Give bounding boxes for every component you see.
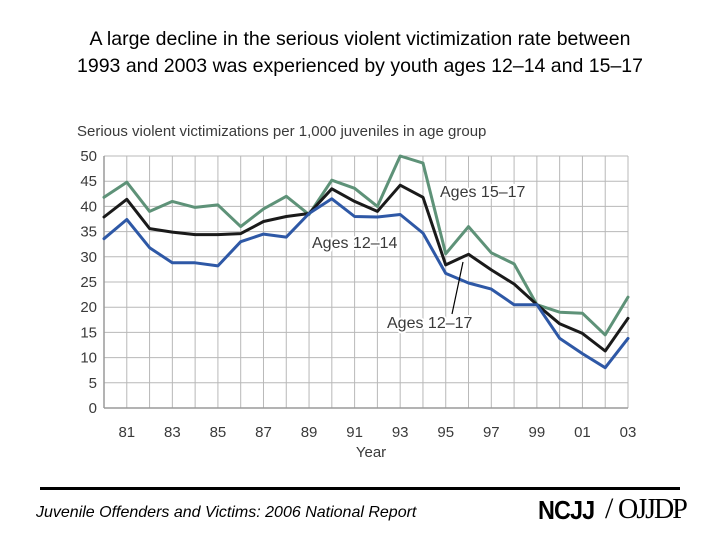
slide-title-line-2: 1993 and 2003 was experienced by youth a… (77, 55, 643, 77)
footer-divider (40, 487, 680, 490)
chart-series (102, 154, 630, 370)
x-tick-label: 97 (483, 424, 500, 441)
chart-title: Serious violent victimizations per 1,000… (77, 123, 486, 140)
y-tick-label: 0 (89, 400, 97, 417)
logo-separator: / (605, 492, 614, 525)
series-annotation-label: Ages 12–17 (387, 315, 473, 332)
y-tick-label: 25 (80, 274, 97, 291)
slide-title-line-1: A large decline in the serious violent v… (89, 28, 631, 50)
x-tick-label: 99 (529, 424, 546, 441)
y-tick-label: 20 (80, 299, 97, 316)
ncjj-logo: NCJJ (538, 495, 595, 525)
series-annotation-label: Ages 12–14 (312, 235, 398, 252)
x-tick-label: 83 (164, 424, 181, 441)
chart-grid (104, 155, 629, 408)
series-line (102, 197, 630, 370)
x-tick-label: 81 (118, 424, 135, 441)
x-tick-label: 03 (620, 424, 637, 441)
chart-axes: 0 5 10 15 20 25 30 35 40 45 50 81 83 85 87 89 91 93 95 97 99… (80, 148, 636, 441)
y-tick-label: 5 (89, 375, 97, 392)
slide-title: A large decline in the serious violent v… (10, 26, 710, 80)
y-tick-label: 50 (80, 148, 97, 165)
y-tick-label: 45 (80, 173, 97, 190)
x-tick-label: 95 (437, 424, 454, 441)
x-tick-label: 85 (210, 424, 227, 441)
y-tick-label: 15 (80, 324, 97, 341)
y-tick-label: 35 (80, 224, 97, 241)
x-axis-label: Year (356, 444, 386, 461)
ojjdp-logo: OJJDP (618, 494, 688, 525)
x-tick-label: 89 (301, 424, 318, 441)
footer-source-text: Juvenile Offenders and Victims: 2006 Nat… (36, 504, 417, 521)
chart-annotations: Ages 15–17 Ages 12–14 Ages 12–17 (310, 182, 528, 334)
y-tick-label: 30 (80, 249, 97, 266)
y-tick-label: 40 (80, 198, 97, 215)
x-tick-label: 87 (255, 424, 272, 441)
annotation-leader-line (451, 261, 464, 315)
x-tick-label: 01 (574, 424, 591, 441)
series-annotation-label: Ages 15–17 (440, 184, 526, 201)
y-tick-label: 10 (80, 350, 97, 367)
x-tick-label: 93 (392, 424, 409, 441)
x-tick-label: 91 (346, 424, 363, 441)
